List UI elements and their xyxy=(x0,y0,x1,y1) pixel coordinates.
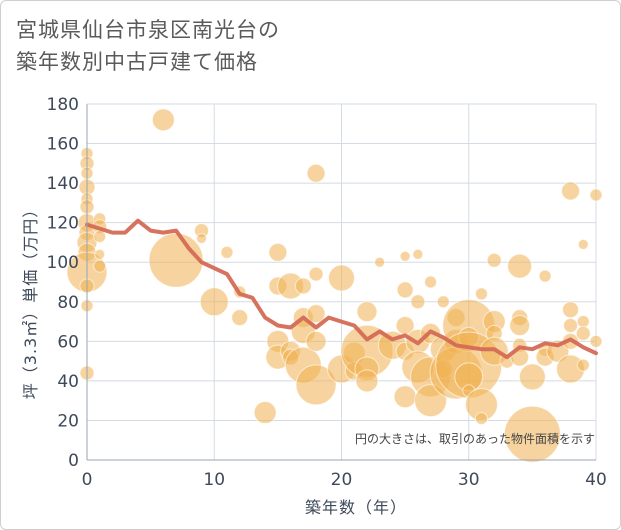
data-bubble xyxy=(306,163,326,183)
data-bubble xyxy=(561,181,581,201)
data-bubble xyxy=(268,242,288,262)
data-bubble xyxy=(563,318,579,334)
tick-labels: 0 20 40 60 80 100 120 140 160 180 0 10 20 30 40 xyxy=(47,95,607,490)
y-tick-label: 20 xyxy=(57,411,79,431)
data-bubble xyxy=(355,369,379,393)
data-bubble xyxy=(518,363,546,391)
chart-title-line-2: 築年数別中古戸建て価格 xyxy=(16,50,258,74)
data-bubble xyxy=(576,315,590,329)
data-bubble xyxy=(93,259,107,273)
data-bubble xyxy=(577,238,589,250)
data-bubble xyxy=(575,325,591,341)
data-bubble xyxy=(306,304,326,324)
bubble-size-note: 円の大きさは、取引のあった物件面積を示す xyxy=(355,431,595,446)
data-bubble xyxy=(399,250,411,262)
data-bubble xyxy=(196,232,208,244)
data-bubble xyxy=(474,287,488,301)
x-axis-title: 築年数（年） xyxy=(305,498,407,517)
data-bubble xyxy=(589,334,603,348)
data-bubble xyxy=(486,252,502,268)
y-tick-label: 120 xyxy=(47,214,79,234)
x-tick-label: 30 xyxy=(458,470,480,490)
y-tick-label: 100 xyxy=(47,253,79,273)
data-bubble xyxy=(396,281,414,299)
data-bubble xyxy=(148,232,204,288)
data-bubble xyxy=(356,301,378,323)
data-bubble xyxy=(295,364,337,406)
y-tick-label: 180 xyxy=(47,95,79,115)
y-tick-label: 140 xyxy=(47,174,79,194)
data-bubble xyxy=(305,330,327,352)
chart-title-line-1: 宮城県仙台市泉区南光台の xyxy=(16,18,280,42)
data-bubble xyxy=(562,301,580,319)
y-tick-label: 60 xyxy=(57,332,79,352)
data-bubble xyxy=(589,188,603,202)
data-bubble xyxy=(424,275,438,289)
y-axis-title: 坪（3.3㎡）単価（万円） xyxy=(21,201,40,399)
data-bubble xyxy=(199,287,229,317)
data-bubble xyxy=(436,295,450,309)
data-bubble xyxy=(474,411,488,425)
trend-line-layer xyxy=(85,218,598,360)
data-bubble xyxy=(294,277,312,295)
data-bubble xyxy=(220,245,234,259)
data-bubble xyxy=(576,358,590,372)
y-tick-label: 0 xyxy=(68,451,79,471)
data-bubble xyxy=(374,256,386,268)
x-tick-label: 40 xyxy=(585,470,607,490)
axes xyxy=(86,104,596,461)
data-bubble xyxy=(412,248,424,260)
data-bubble xyxy=(328,264,355,292)
chart-title: 宮城県仙台市泉区南光台の 築年数別中古戸建て価格 xyxy=(16,14,576,78)
y-tick-label: 160 xyxy=(47,135,79,155)
data-bubble xyxy=(308,266,324,282)
data-bubble xyxy=(231,309,249,327)
y-tick-label: 80 xyxy=(57,293,79,313)
data-bubble xyxy=(94,248,106,260)
data-bubble xyxy=(93,230,107,244)
data-bubble xyxy=(151,108,175,132)
data-bubble xyxy=(503,405,561,463)
data-bubble xyxy=(507,253,533,279)
x-tick-label: 20 xyxy=(331,470,353,490)
trend-line xyxy=(85,218,598,360)
data-bubble xyxy=(509,315,531,337)
x-tick-label: 0 xyxy=(82,470,93,490)
data-bubble xyxy=(410,294,426,310)
data-bubble xyxy=(538,269,552,283)
data-bubble xyxy=(393,385,417,409)
x-tick-label: 10 xyxy=(203,470,225,490)
y-tick-label: 40 xyxy=(57,372,79,392)
data-bubble xyxy=(253,401,277,425)
